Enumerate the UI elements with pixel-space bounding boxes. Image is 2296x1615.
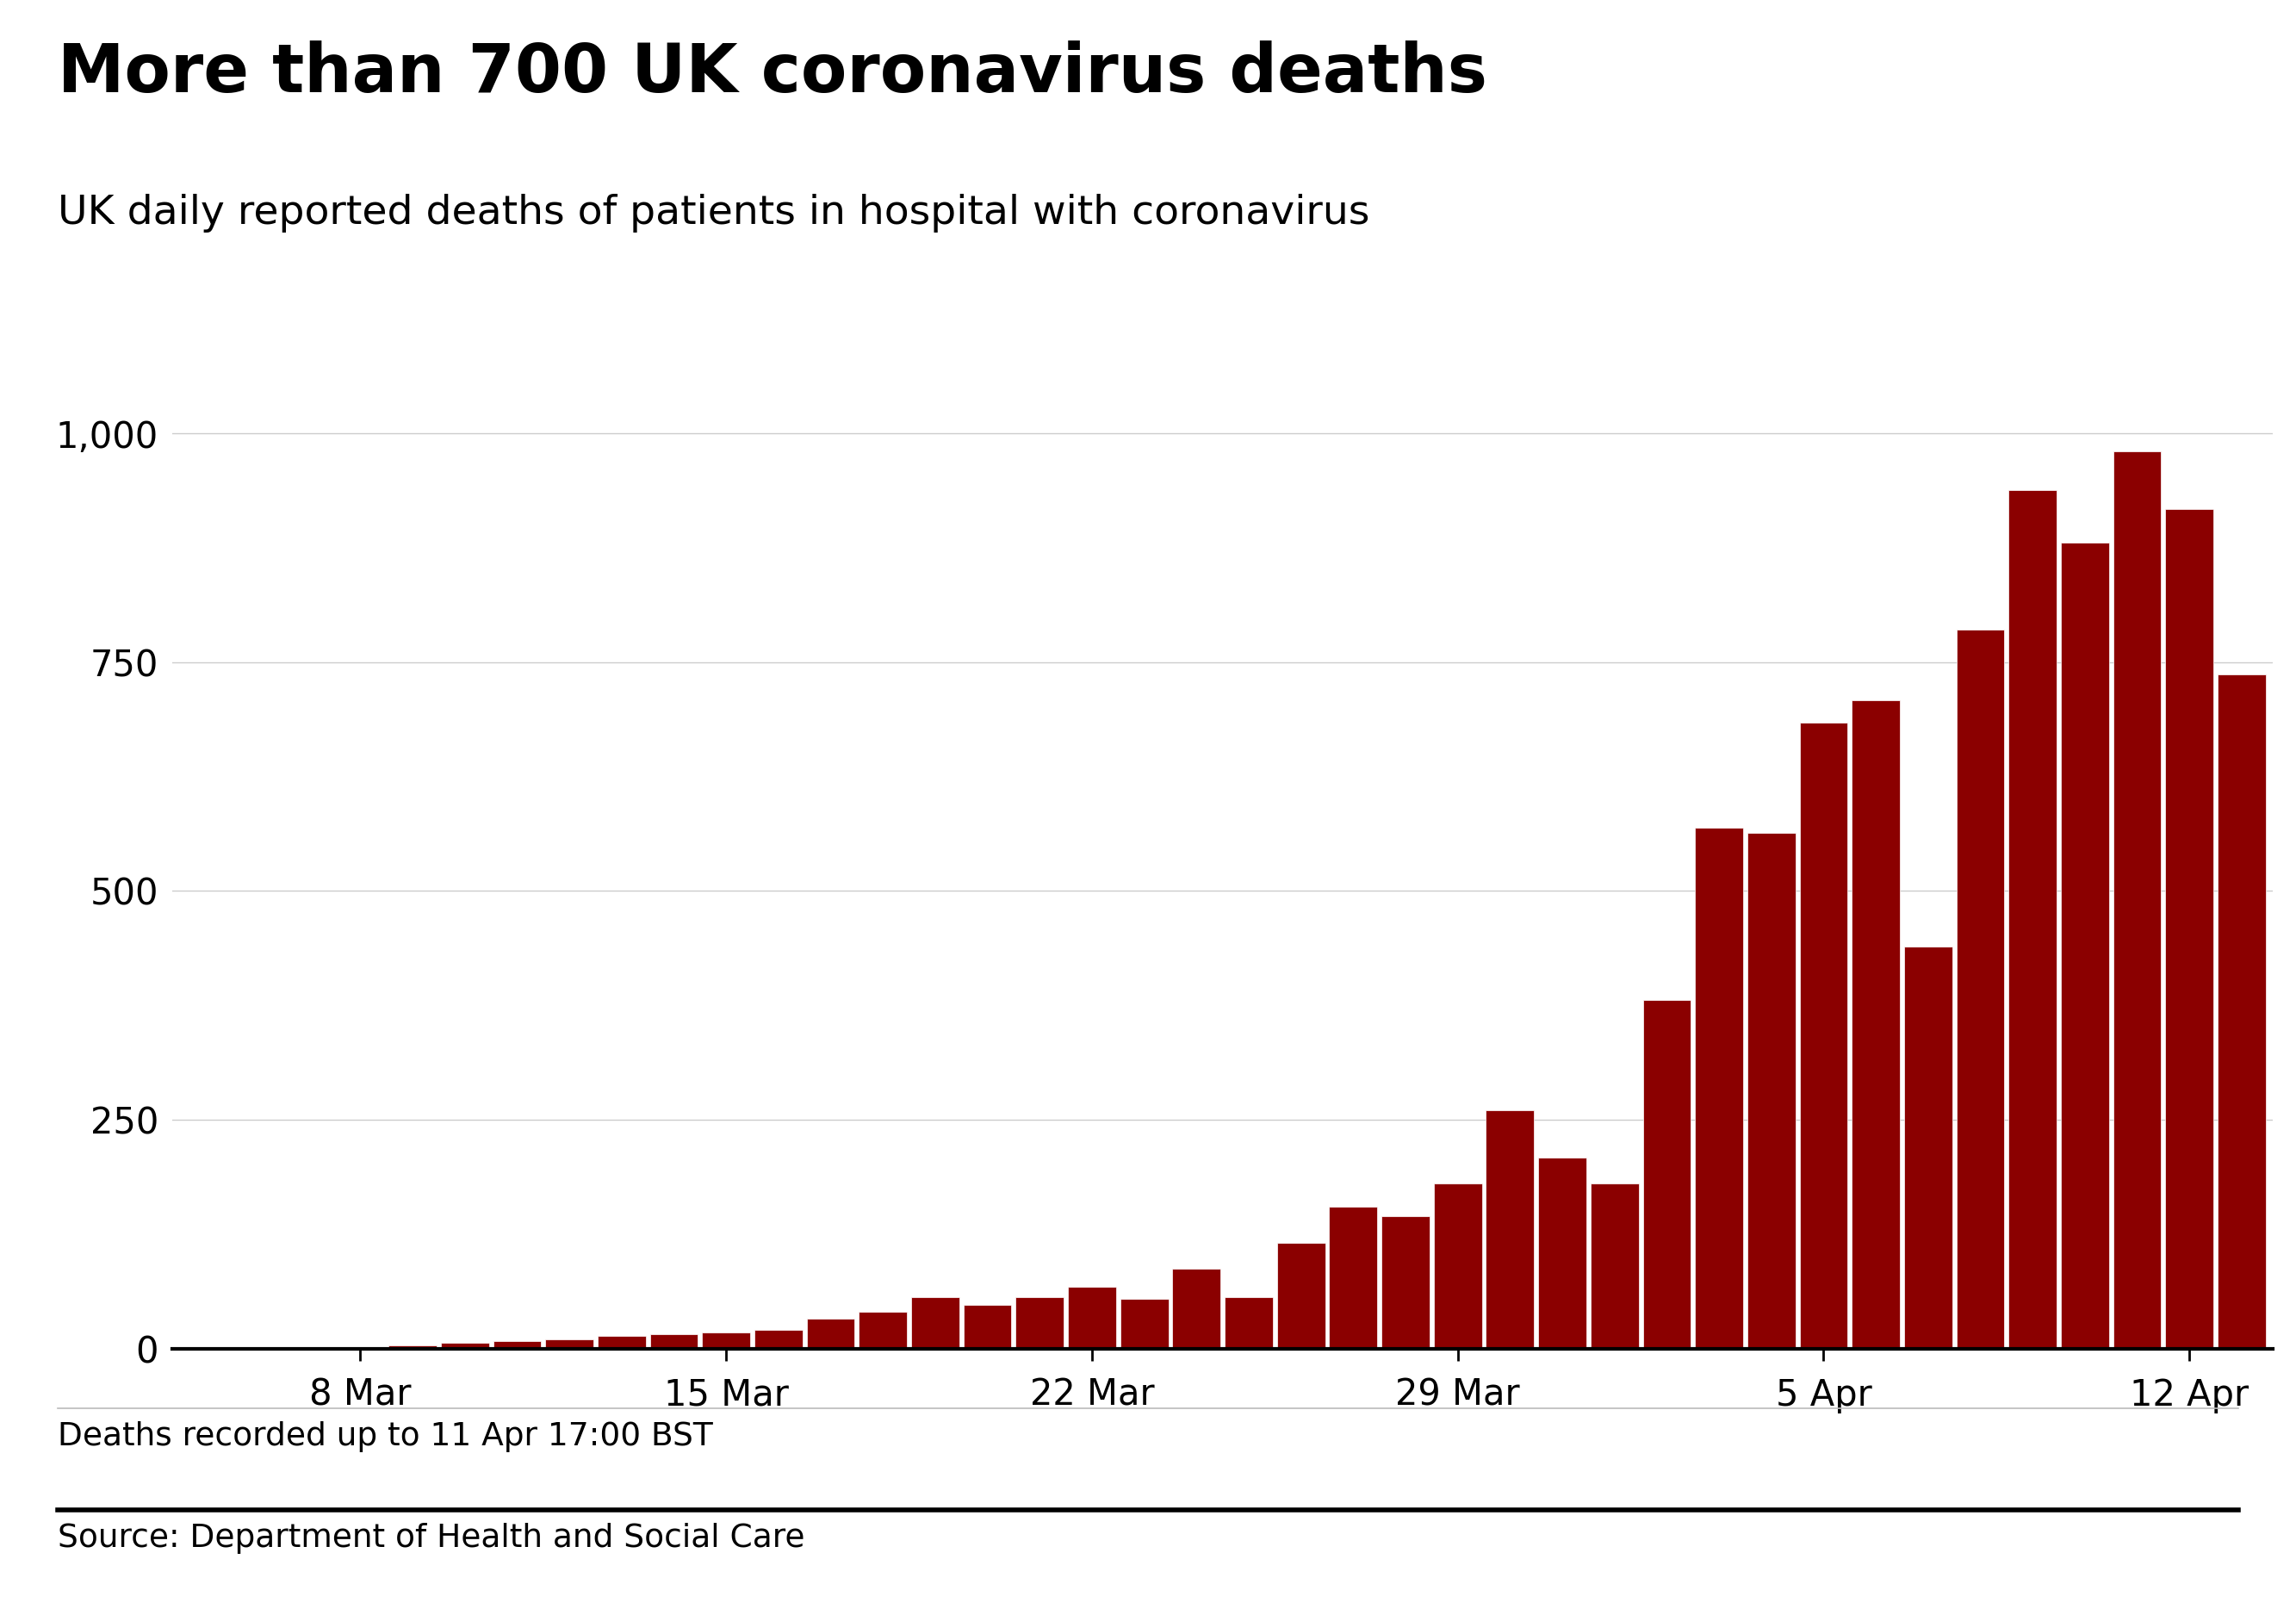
Bar [441, 1344, 489, 1349]
Text: More than 700 UK coronavirus deaths: More than 700 UK coronavirus deaths [57, 40, 1488, 107]
Bar [1486, 1111, 1534, 1349]
Bar [1538, 1158, 1587, 1349]
Bar [1068, 1287, 1116, 1349]
Text: Source: Department of Health and Social Care: Source: Department of Health and Social … [57, 1523, 804, 1554]
Bar [703, 1332, 751, 1349]
Bar [335, 1347, 383, 1349]
Bar [912, 1297, 960, 1349]
Bar [1277, 1244, 1325, 1349]
Bar [2009, 489, 2057, 1349]
Bar [1591, 1184, 1639, 1349]
Bar [1853, 701, 1899, 1349]
Bar [650, 1334, 698, 1349]
Bar [1120, 1298, 1169, 1349]
Bar [1903, 946, 1952, 1349]
Bar [494, 1340, 542, 1349]
Bar [859, 1311, 907, 1349]
Bar [1433, 1184, 1481, 1349]
Bar [1015, 1297, 1063, 1349]
Bar [597, 1336, 645, 1349]
Text: UK daily reported deaths of patients in hospital with coronavirus: UK daily reported deaths of patients in … [57, 194, 1368, 233]
Text: B: B [2165, 1550, 2186, 1576]
Bar [2112, 452, 2161, 1349]
Bar [232, 1347, 280, 1349]
Bar [1956, 630, 2004, 1349]
Bar [1382, 1216, 1430, 1349]
Bar [1224, 1297, 1272, 1349]
Bar [388, 1345, 436, 1349]
Text: Deaths recorded up to 11 Apr 17:00 BST: Deaths recorded up to 11 Apr 17:00 BST [57, 1421, 712, 1452]
Bar [1173, 1269, 1221, 1349]
Bar [1644, 1000, 1690, 1349]
Bar [806, 1318, 854, 1349]
Bar [546, 1339, 592, 1349]
Bar [964, 1305, 1013, 1349]
Bar [755, 1331, 804, 1349]
Bar [2165, 509, 2213, 1349]
Bar [1329, 1206, 1378, 1349]
Text: B: B [2082, 1550, 2103, 1576]
Bar [1800, 722, 1848, 1349]
Bar [2218, 673, 2266, 1349]
Bar [1694, 828, 1743, 1349]
Bar [2062, 543, 2110, 1349]
Bar [1747, 833, 1795, 1349]
Text: C: C [2248, 1550, 2268, 1576]
